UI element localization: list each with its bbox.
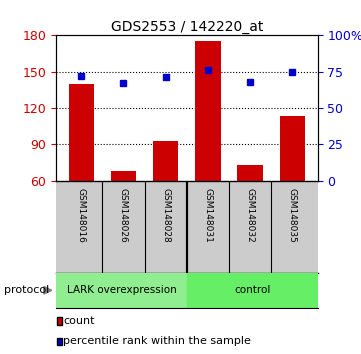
Bar (153, 141, 178, 181)
Bar (238, 165, 263, 181)
Text: GSM148031: GSM148031 (204, 188, 212, 243)
Bar (56, 273, 187, 308)
Text: GSM148035: GSM148035 (288, 188, 297, 243)
Bar (195, 41, 221, 181)
Text: LARK overexpression: LARK overexpression (66, 285, 176, 295)
Title: GDS2553 / 142220_at: GDS2553 / 142220_at (110, 21, 263, 34)
Text: GSM148026: GSM148026 (119, 188, 128, 242)
Bar (69, 84, 94, 181)
Text: GSM148032: GSM148032 (245, 188, 255, 242)
Text: count: count (63, 316, 95, 326)
Bar (111, 171, 136, 181)
Bar (280, 116, 305, 181)
Text: control: control (234, 285, 270, 295)
Bar (187, 273, 318, 308)
Text: GSM148028: GSM148028 (161, 188, 170, 242)
Text: percentile rank within the sample: percentile rank within the sample (63, 336, 251, 346)
Text: protocol: protocol (4, 285, 49, 295)
Text: GSM148016: GSM148016 (77, 188, 86, 243)
